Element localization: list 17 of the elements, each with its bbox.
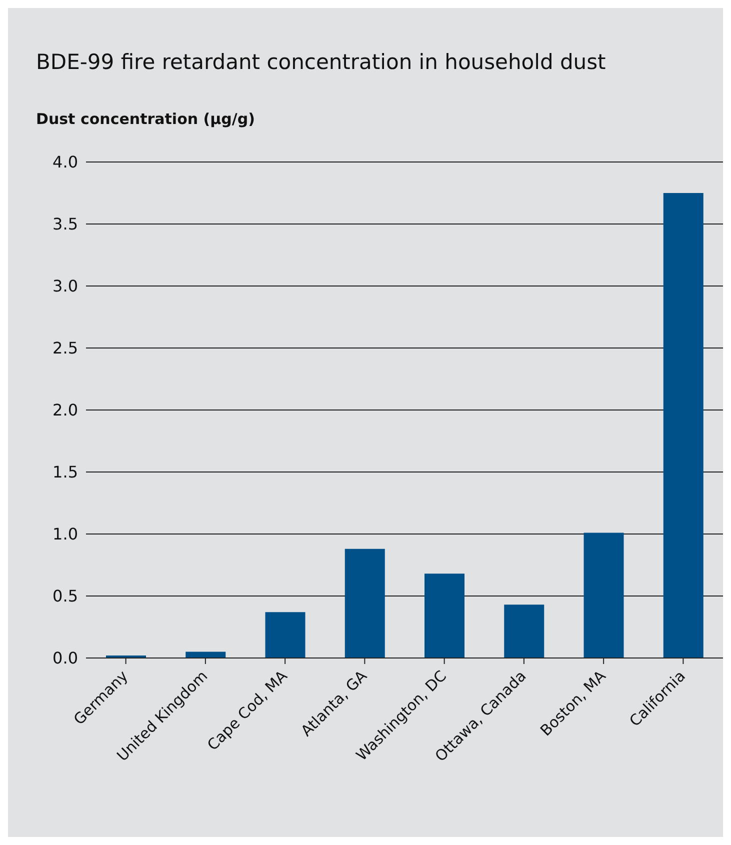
bar <box>344 548 385 658</box>
y-tick-label: 0.5 <box>52 586 78 606</box>
bar <box>584 532 624 658</box>
y-tick-label: 2.5 <box>52 338 78 358</box>
y-tick-label: 0.0 <box>52 648 78 668</box>
y-tick-label: 2.0 <box>52 400 78 420</box>
y-tick-label: 3.0 <box>52 276 78 296</box>
y-tick-label: 1.5 <box>52 462 78 482</box>
y-axis-title: Dust concentration (µg/g) <box>36 110 255 128</box>
bar <box>424 574 464 658</box>
y-tick-label: 3.5 <box>52 214 78 234</box>
bar <box>504 604 544 658</box>
y-tick-label: 4.0 <box>52 152 78 172</box>
y-tick-label: 1.0 <box>52 524 78 544</box>
chart-title: BDE-99 fire retardant concentration in household dust <box>36 50 606 74</box>
bar <box>265 612 306 658</box>
bar <box>663 193 704 658</box>
